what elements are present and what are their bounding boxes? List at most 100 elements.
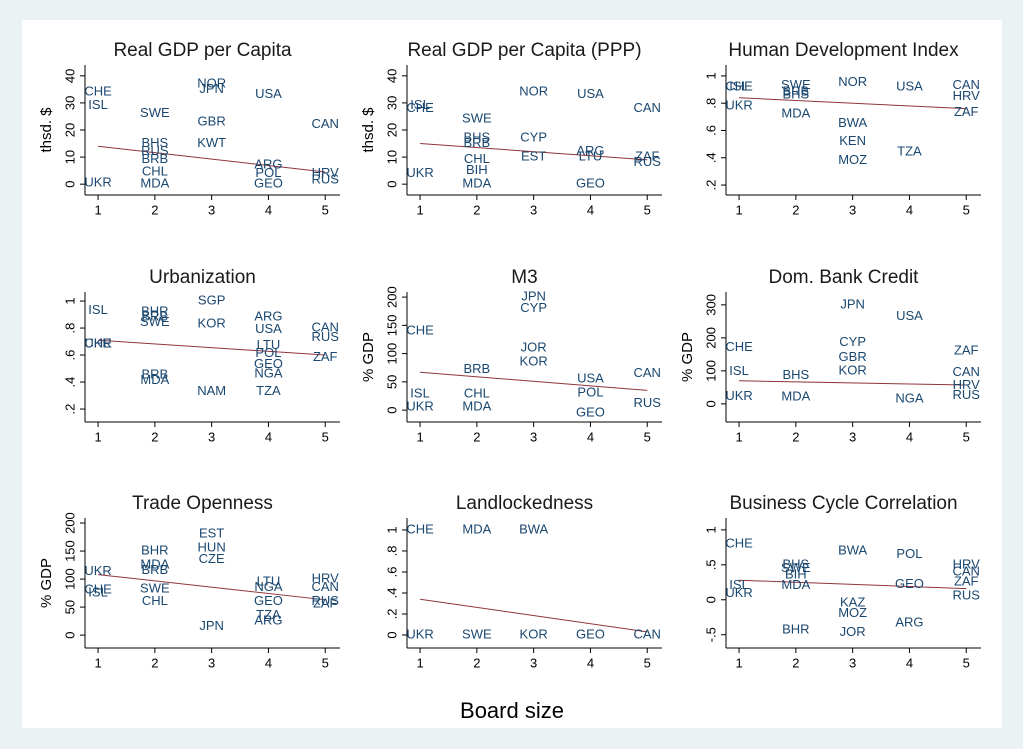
point-label: HRV bbox=[953, 88, 981, 103]
x-tick-label: 1 bbox=[94, 429, 101, 444]
y-axis-title: % GDP bbox=[38, 558, 55, 608]
point-label: ISL bbox=[88, 302, 108, 317]
point-label: MDA bbox=[781, 106, 810, 121]
point-label: UKR bbox=[84, 336, 111, 351]
point-label: EST bbox=[521, 149, 546, 164]
point-label: SGP bbox=[198, 292, 225, 307]
x-tick-label: 2 bbox=[792, 202, 799, 217]
point-label: SWE bbox=[462, 111, 492, 126]
point-label: KOR bbox=[520, 354, 548, 369]
point-label: CHE bbox=[406, 322, 434, 337]
x-tick-label: 3 bbox=[530, 202, 537, 217]
point-label: USA bbox=[896, 78, 923, 93]
point-label: CAN bbox=[312, 116, 339, 131]
x-axis-title: Board size bbox=[460, 698, 564, 723]
y-tick-label: 0 bbox=[384, 181, 399, 188]
point-label: KAZ bbox=[840, 595, 865, 610]
y-tick-label: 50 bbox=[62, 600, 77, 614]
x-tick-label: 5 bbox=[963, 655, 970, 670]
point-label: JOR bbox=[840, 624, 866, 639]
y-tick-label: .2 bbox=[62, 404, 77, 415]
point-label: CAN bbox=[634, 626, 661, 641]
point-label: BRB bbox=[141, 562, 168, 577]
y-tick-label: 0 bbox=[62, 631, 77, 638]
point-label: BRB bbox=[141, 309, 168, 324]
x-tick-label: 4 bbox=[587, 202, 594, 217]
y-axis-title: % GDP bbox=[360, 332, 377, 382]
point-label: HRV bbox=[953, 556, 981, 571]
panel-title: Business Cycle Correlation bbox=[729, 493, 957, 514]
point-label: BHS bbox=[782, 86, 809, 101]
point-label: RUS bbox=[953, 387, 981, 402]
point-label: LTU bbox=[257, 337, 281, 352]
point-label: GEO bbox=[254, 356, 283, 371]
point-label: BRB bbox=[782, 84, 809, 99]
x-tick-label: 5 bbox=[322, 202, 329, 217]
point-label: BIH bbox=[466, 162, 488, 177]
panel-title: Dom. Bank Credit bbox=[769, 267, 920, 288]
point-label: SWE bbox=[781, 560, 811, 575]
x-tick-label: 1 bbox=[735, 429, 742, 444]
panel-title: Real GDP per Capita bbox=[113, 40, 292, 61]
y-tick-label: 200 bbox=[703, 327, 718, 349]
point-label: ISL bbox=[729, 577, 749, 592]
point-label: USA bbox=[896, 308, 923, 323]
point-label: ZAF bbox=[635, 149, 660, 164]
x-tick-label: 1 bbox=[416, 655, 423, 670]
point-label: BRB bbox=[463, 361, 490, 376]
point-label: RUS bbox=[141, 143, 169, 158]
y-axis-title: thsd. $ bbox=[360, 107, 377, 153]
fit-line bbox=[98, 339, 326, 356]
y-tick-label: -.5 bbox=[703, 627, 718, 642]
point-label: GEO bbox=[254, 593, 283, 608]
point-label: SWE bbox=[781, 77, 811, 92]
y-tick-label: 10 bbox=[384, 150, 399, 164]
y-tick-label: .2 bbox=[703, 180, 718, 191]
point-label: ARG bbox=[254, 309, 282, 324]
point-label: TZA bbox=[256, 383, 281, 398]
x-tick-label: 1 bbox=[735, 655, 742, 670]
point-label: ISL bbox=[410, 386, 430, 401]
x-tick-label: 4 bbox=[265, 655, 272, 670]
point-label: NGA bbox=[254, 579, 283, 594]
y-tick-label: 0 bbox=[384, 631, 399, 638]
point-label: BHS bbox=[463, 130, 490, 145]
fit-line bbox=[419, 598, 648, 633]
point-label: POL bbox=[255, 345, 281, 360]
fit-line bbox=[420, 371, 648, 391]
point-label: KOR bbox=[839, 362, 867, 377]
y-axis-title: % GDP bbox=[679, 332, 696, 382]
x-tick-label: 3 bbox=[849, 429, 856, 444]
point-label: BHR bbox=[141, 542, 168, 557]
point-label: SWE bbox=[140, 105, 170, 120]
point-label: CHE bbox=[84, 582, 112, 597]
x-tick-label: 4 bbox=[906, 429, 913, 444]
point-label: ISL bbox=[410, 97, 430, 112]
x-tick-label: 4 bbox=[265, 429, 272, 444]
point-label: RUS bbox=[634, 395, 662, 410]
x-tick-label: 4 bbox=[587, 429, 594, 444]
x-tick-label: 4 bbox=[587, 655, 594, 670]
x-tick-label: 5 bbox=[963, 202, 970, 217]
point-label: CAN bbox=[312, 319, 339, 334]
point-label: CYP bbox=[520, 130, 547, 145]
point-label: ARG bbox=[576, 143, 604, 158]
x-tick-label: 2 bbox=[473, 202, 480, 217]
point-label: MDA bbox=[462, 521, 491, 536]
point-label: GEO bbox=[576, 626, 605, 641]
point-label: JOR bbox=[521, 339, 547, 354]
x-tick-label: 2 bbox=[473, 655, 480, 670]
point-label: CHE bbox=[406, 100, 434, 115]
y-tick-label: .4 bbox=[384, 588, 399, 599]
x-tick-label: 4 bbox=[906, 202, 913, 217]
point-label: KWT bbox=[197, 135, 226, 150]
y-tick-label: 0 bbox=[62, 181, 77, 188]
y-tick-label: .6 bbox=[703, 125, 718, 136]
point-label: CAN bbox=[953, 364, 980, 379]
point-label: GBR bbox=[198, 113, 226, 128]
plot-area bbox=[22, 20, 1002, 728]
point-label: RUS bbox=[312, 329, 340, 344]
point-label: UKR bbox=[725, 388, 752, 403]
point-label: CHE bbox=[725, 339, 753, 354]
